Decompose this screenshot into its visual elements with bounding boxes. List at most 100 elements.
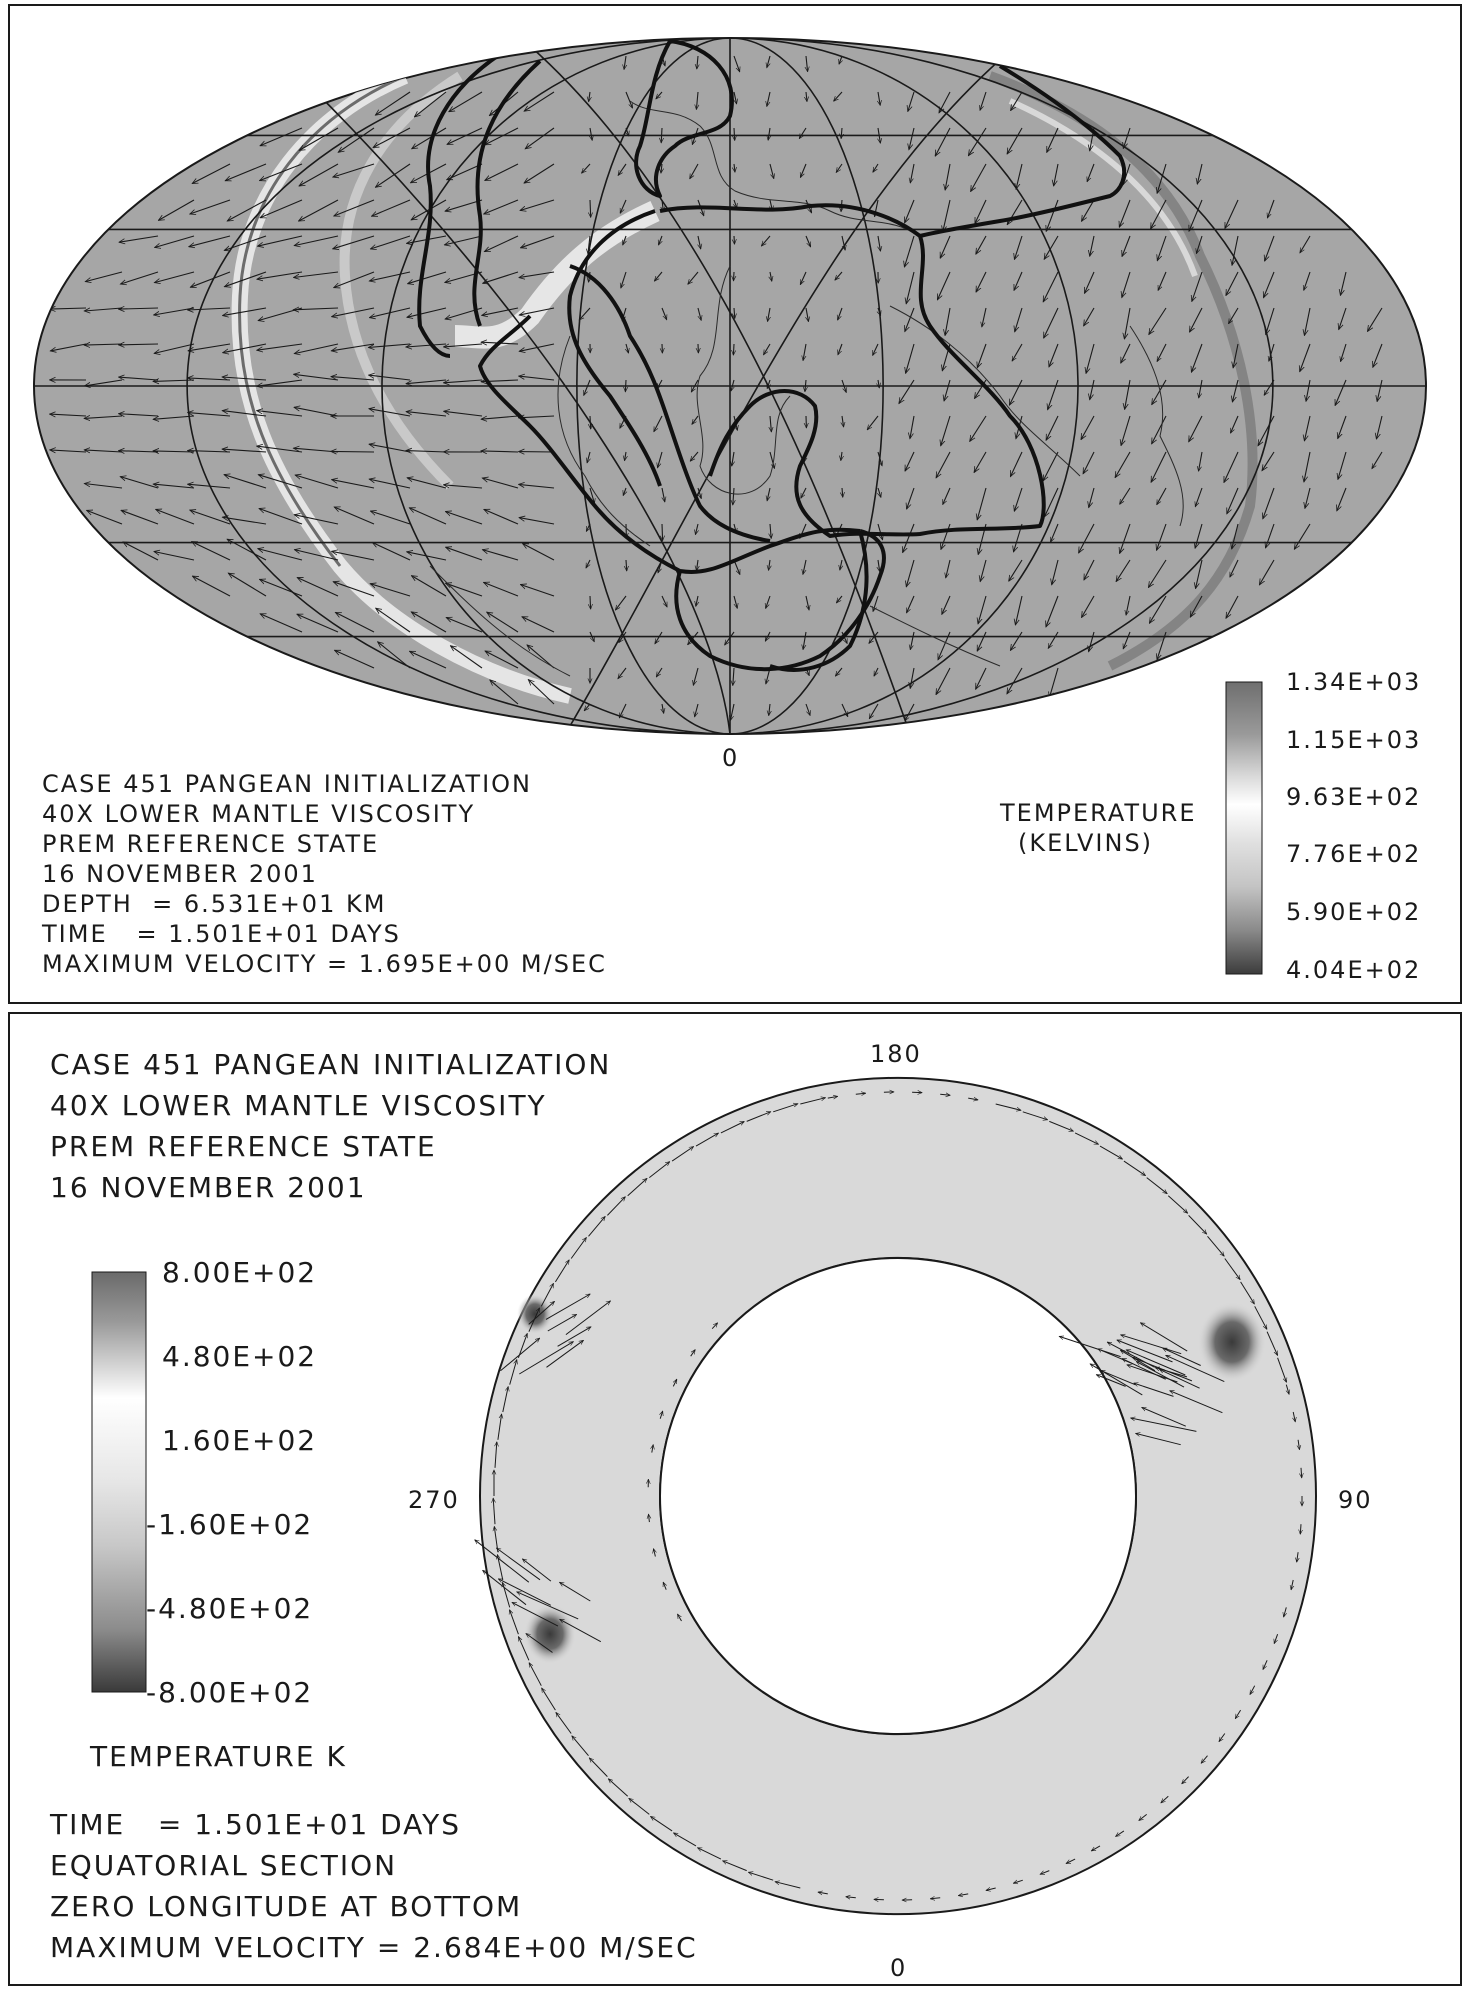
velocity-arrow <box>806 55 808 72</box>
velocity-arrow <box>222 411 267 417</box>
velocity-arrow <box>227 199 267 222</box>
velocity-arrow <box>500 1338 540 1372</box>
velocity-arrow <box>618 703 627 718</box>
velocity-arrow <box>746 1112 771 1122</box>
velocity-arrow <box>1136 1361 1185 1388</box>
velocity-arrow <box>607 1197 625 1216</box>
velocity-arrow <box>627 1178 647 1197</box>
map-info-line: 40X LOWER MANTLE VISCOSITY <box>42 800 475 828</box>
velocity-arrow <box>836 595 843 603</box>
velocity-arrow <box>1338 415 1347 439</box>
velocity-arrow <box>119 451 159 452</box>
velocity-arrow <box>588 235 590 254</box>
velocity-arrow <box>188 484 231 489</box>
velocity-arrow <box>156 509 195 525</box>
velocity-arrow <box>803 559 807 574</box>
velocity-arrow <box>977 487 987 520</box>
velocity-arrow <box>734 271 735 281</box>
velocity-arrow <box>1049 523 1059 542</box>
velocity-arrow <box>411 612 447 633</box>
velocity-arrow <box>1189 307 1203 332</box>
velocity-arrow <box>1123 631 1131 649</box>
velocity-arrow <box>522 1559 552 1582</box>
velocity-arrow <box>625 451 627 461</box>
velocity-arrow <box>730 703 735 721</box>
velocity-arrow <box>806 307 809 322</box>
velocity-arrow <box>625 379 626 392</box>
legend-tick: -8.00E+02 <box>146 1676 313 1709</box>
velocity-arrow <box>1116 1830 1125 1837</box>
velocity-arrow <box>775 1882 801 1889</box>
velocity-arrow <box>223 343 267 353</box>
velocity-arrow <box>588 1216 606 1237</box>
velocity-arrow <box>734 307 735 318</box>
velocity-arrow <box>1148 559 1167 588</box>
velocity-arrow <box>904 235 915 267</box>
velocity-arrow <box>1160 1368 1200 1389</box>
velocity-arrow <box>406 379 447 384</box>
velocity-arrow <box>411 199 447 220</box>
velocity-arrow <box>974 451 987 473</box>
velocity-arrow <box>84 307 123 311</box>
velocity-arrow <box>618 667 627 679</box>
velocity-arrow <box>1304 271 1311 290</box>
velocity-arrow <box>835 271 843 280</box>
velocity-arrow <box>554 1260 570 1283</box>
velocity-arrow <box>294 235 339 246</box>
legend-tick: 1.60E+02 <box>162 1424 317 1457</box>
oblique-grid-line <box>569 50 1011 727</box>
velocity-arrow <box>1233 343 1239 368</box>
velocity-arrow <box>725 631 735 645</box>
velocity-arrow <box>257 411 303 417</box>
velocity-arrow <box>258 475 303 489</box>
velocity-arrow <box>806 91 807 102</box>
velocity-arrow <box>369 409 411 417</box>
velocity-arrow <box>560 1618 602 1643</box>
velocity-arrow <box>585 559 591 568</box>
velocity-arrow <box>50 308 87 309</box>
velocity-arrow <box>697 487 701 499</box>
velocity-arrow <box>1040 1870 1050 1875</box>
velocity-arrow <box>582 163 591 173</box>
velocity-arrow <box>723 1860 747 1872</box>
velocity-arrow <box>1304 307 1311 336</box>
velocity-arrow <box>519 307 555 315</box>
velocity-arrow <box>841 379 846 393</box>
velocity-arrow <box>523 543 555 561</box>
velocity-arrow <box>906 559 915 587</box>
velocity-arrow <box>1126 1349 1186 1376</box>
velocity-arrow <box>1101 1369 1136 1386</box>
velocity-arrow <box>155 235 195 248</box>
velocity-arrow <box>1009 451 1023 477</box>
angle-label-270: 270 <box>408 1486 460 1514</box>
velocity-arrow <box>661 595 668 607</box>
velocity-arrow <box>335 649 375 669</box>
equatorial-section-panel: 180 270 90 0 CASE 451 PANGEAN INITIALIZA… <box>8 1012 1462 1986</box>
section-info-line: 16 NOVEMBER 2001 <box>50 1171 367 1204</box>
velocity-arrow <box>557 1326 591 1347</box>
velocity-arrow <box>1263 487 1275 519</box>
velocity-arrow <box>695 523 698 535</box>
velocity-arrow <box>1197 163 1203 184</box>
velocity-arrow <box>1132 1357 1193 1382</box>
velocity-arrow <box>938 91 951 113</box>
velocity-arrow <box>1182 1776 1189 1784</box>
velocity-arrow <box>1124 307 1131 339</box>
section-info-top: CASE 451 PANGEAN INITIALIZATION 40X LOWE… <box>50 1048 609 1204</box>
velocity-arrow <box>50 450 87 452</box>
velocity-arrow <box>626 559 627 571</box>
velocity-arrow <box>867 415 879 430</box>
velocity-arrow <box>840 559 842 570</box>
velocity-arrow <box>293 308 339 310</box>
velocity-arrow <box>995 1103 1021 1110</box>
velocity-arrow <box>769 703 770 716</box>
velocity-arrow <box>490 680 519 705</box>
velocity-arrow <box>970 163 987 192</box>
plate-boundary-greenland <box>634 39 734 198</box>
velocity-arrow <box>878 559 880 572</box>
velocity-arrow <box>222 449 267 453</box>
velocity-arrow <box>1121 1335 1182 1355</box>
velocity-arrow <box>590 415 591 429</box>
velocity-arrow <box>1223 451 1239 483</box>
velocity-arrow <box>734 163 735 172</box>
